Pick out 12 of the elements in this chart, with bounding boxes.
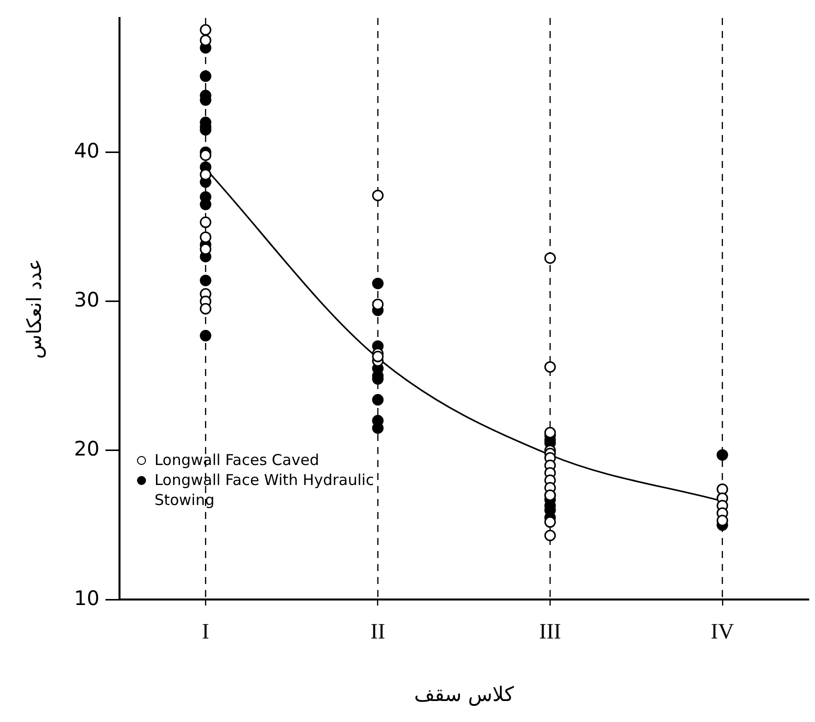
x-tick-label: I xyxy=(202,618,210,644)
y-tick-label: 30 xyxy=(74,288,100,312)
y-axis-title: عدد انعکاس xyxy=(22,258,46,359)
y-tick-label: 40 xyxy=(74,138,100,162)
x-tick-label: III xyxy=(539,618,562,644)
legend-label: Longwall Faces Caved xyxy=(154,450,320,470)
y-tick-label: 20 xyxy=(74,436,100,461)
x-tick-label: IV xyxy=(710,618,734,644)
y-tick-label: 10 xyxy=(74,586,100,610)
x-axis-title: کلاس سقف xyxy=(414,682,514,706)
x-tick-label: II xyxy=(370,618,386,644)
legend-label: Longwall Face With Hydraulic Stowing xyxy=(154,470,375,510)
